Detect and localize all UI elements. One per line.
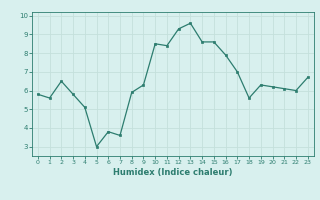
X-axis label: Humidex (Indice chaleur): Humidex (Indice chaleur) (113, 168, 233, 177)
